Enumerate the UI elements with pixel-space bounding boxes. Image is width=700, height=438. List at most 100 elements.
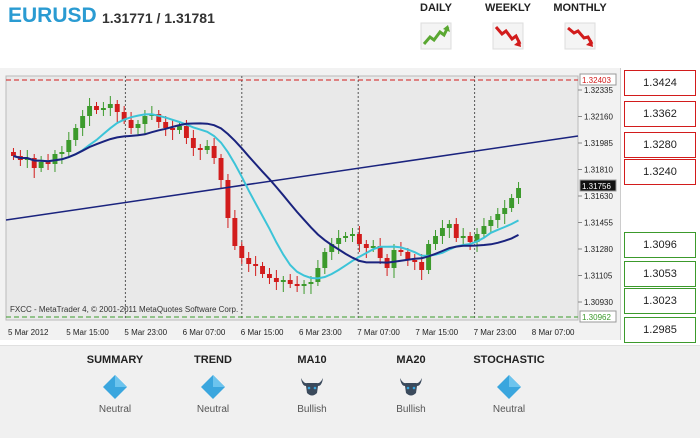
y-tick-label: 1.31105 xyxy=(584,272,613,281)
support-level: 1.3023 xyxy=(624,288,696,314)
diamond-icon xyxy=(201,375,225,399)
candle-body xyxy=(301,284,307,286)
candle-body xyxy=(87,106,93,116)
candle-body xyxy=(446,224,452,228)
indicator-ma20[interactable]: MA20 Bullish xyxy=(361,354,461,415)
candle-body xyxy=(197,148,203,150)
timeframe-daily[interactable]: DAILY xyxy=(396,2,476,50)
y-tick-label: 1.32160 xyxy=(584,113,613,122)
pair-title: EURUSD xyxy=(8,4,97,27)
timeframe-weekly[interactable]: WEEKLY xyxy=(468,2,548,50)
resistance-level: 1.3424 xyxy=(624,70,696,96)
diamond-icon xyxy=(103,375,127,399)
y-tick-label: 1.31280 xyxy=(584,245,613,254)
trend-down-icon xyxy=(564,22,596,50)
candle-body xyxy=(474,234,480,242)
current-price-label-box xyxy=(579,179,617,192)
candle-body xyxy=(183,126,189,138)
x-tick-label: 7 Mar 15:00 xyxy=(415,328,458,337)
x-tick-label: 6 Mar 07:00 xyxy=(183,328,226,337)
candle-body xyxy=(239,246,245,258)
candle-body xyxy=(267,274,272,278)
candle-body xyxy=(121,112,127,120)
candle-body xyxy=(488,220,494,226)
candle-body xyxy=(163,122,169,128)
indicator-trend[interactable]: TREND Neutral xyxy=(163,354,263,415)
resistance-level: 1.3280 xyxy=(624,132,696,158)
candle-body xyxy=(80,116,86,128)
support-level: 1.3053 xyxy=(624,261,696,287)
y-tick-label: 1.31455 xyxy=(584,219,613,228)
candle-body xyxy=(405,252,411,260)
candle-body xyxy=(38,162,44,168)
plot-area xyxy=(5,75,579,321)
candle-body xyxy=(142,116,148,124)
candle-body xyxy=(294,284,300,286)
y-tick-label: 1.30930 xyxy=(584,298,613,307)
candle-body xyxy=(73,128,79,140)
candle-body xyxy=(107,104,113,108)
x-tick-label: 5 Mar 23:00 xyxy=(124,328,167,337)
candlestick-chart: 1.32335 1.32160 1.31985 1.31810 1.31630 1.314… xyxy=(5,73,617,337)
top-level-label-box xyxy=(579,73,617,86)
chart-watermark: FXCC - MetaTrader 4, © 2001-2011 MetaQuo… xyxy=(10,305,238,314)
candle-body xyxy=(253,264,259,266)
x-tick-label: 8 Mar 07:00 xyxy=(532,328,575,337)
support-level: 1.2985 xyxy=(624,317,696,343)
indicator-ma10[interactable]: MA10 Bullish xyxy=(262,354,362,415)
indicator-value: Neutral xyxy=(492,404,526,415)
x-tick-label: 6 Mar 15:00 xyxy=(241,328,284,337)
candle-body xyxy=(398,250,404,252)
candle-body xyxy=(377,246,383,258)
indicator-value: Neutral xyxy=(98,404,132,415)
candle-body xyxy=(211,146,217,158)
ma20-line xyxy=(13,122,519,264)
candle-body xyxy=(31,158,37,168)
y-tick-label: 1.32335 xyxy=(584,86,613,95)
candle-body xyxy=(128,120,134,128)
top-level-label: 1.32403 xyxy=(582,76,611,85)
candle-body xyxy=(502,208,508,214)
indicator-title: STOCHASTIC xyxy=(473,354,545,366)
indicator-title: MA10 xyxy=(297,354,327,366)
candle-body xyxy=(439,228,445,236)
candle-body xyxy=(156,114,162,122)
trendline xyxy=(5,135,579,221)
candle-body xyxy=(218,158,224,180)
candle-body xyxy=(280,280,286,282)
timeframe-monthly[interactable]: MONTHLY xyxy=(540,2,620,50)
candle-body xyxy=(329,244,335,252)
indicator-lines xyxy=(5,113,579,280)
candle-body xyxy=(343,236,349,238)
indicator-summary[interactable]: SUMMARY Neutral xyxy=(65,354,165,415)
candle-body xyxy=(391,250,397,268)
candle-body xyxy=(460,236,466,238)
candle-body xyxy=(336,238,342,244)
y-tick-label: 1.31630 xyxy=(584,192,613,201)
candle-body xyxy=(52,154,58,164)
candle-body xyxy=(59,152,65,154)
candle-body xyxy=(135,124,141,128)
candle-body xyxy=(481,226,487,234)
candle-body xyxy=(273,278,279,282)
candle-body xyxy=(370,246,376,248)
candle-body xyxy=(467,236,473,242)
candle-body xyxy=(232,218,238,246)
candle-body xyxy=(260,266,265,274)
header: EURUSD 1.31771 / 1.31781 DAILY WEEKLY MO… xyxy=(0,0,700,68)
resistance-level: 1.3240 xyxy=(624,159,696,185)
indicator-value: Bullish xyxy=(297,404,327,415)
bottom-level-label: 1.30962 xyxy=(582,313,611,322)
indicator-title: SUMMARY xyxy=(86,354,144,366)
x-tick-label: 7 Mar 23:00 xyxy=(474,328,517,337)
resistance-level: 1.3362 xyxy=(624,101,696,127)
y-tick-label: 1.31985 xyxy=(584,139,613,148)
candle-body xyxy=(190,138,196,148)
bull-icon xyxy=(400,378,422,396)
indicator-value: Bullish xyxy=(396,404,426,415)
timeframe-label: DAILY xyxy=(420,2,452,14)
price-chart[interactable]: 1.32335 1.32160 1.31985 1.31810 1.31630 1.314… xyxy=(0,68,621,340)
diamond-icon xyxy=(497,375,521,399)
indicator-stochastic[interactable]: STOCHASTIC Neutral xyxy=(459,354,559,415)
indicator-value: Neutral xyxy=(196,404,230,415)
